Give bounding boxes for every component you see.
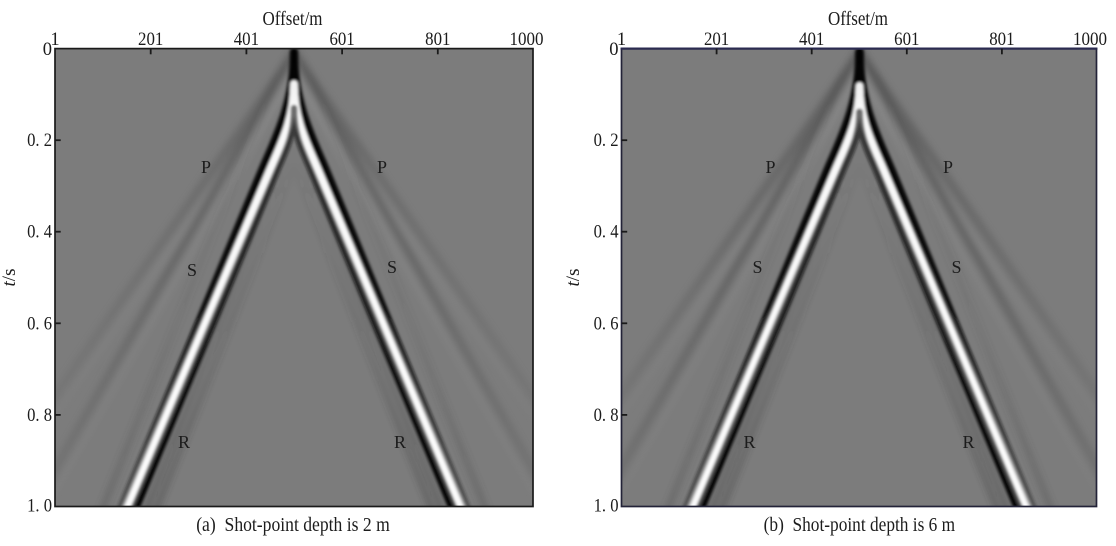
svg-text:t/s: t/s xyxy=(0,269,20,287)
svg-text:201: 201 xyxy=(138,30,163,50)
svg-text:0. 6: 0. 6 xyxy=(27,314,52,334)
svg-text:401: 401 xyxy=(799,30,824,50)
svg-text:R: R xyxy=(394,432,406,452)
svg-text:P: P xyxy=(765,157,775,177)
svg-text:R: R xyxy=(743,432,755,452)
svg-text:201: 201 xyxy=(704,30,729,50)
svg-text:1: 1 xyxy=(50,30,59,50)
svg-text:0. 2: 0. 2 xyxy=(594,131,619,151)
svg-text:Offset/m: Offset/m xyxy=(263,8,323,30)
svg-text:801: 801 xyxy=(425,30,450,50)
svg-text:801: 801 xyxy=(989,30,1014,50)
svg-text:601: 601 xyxy=(329,30,354,50)
svg-text:P: P xyxy=(201,157,211,177)
svg-text:401: 401 xyxy=(234,30,259,50)
svg-text:R: R xyxy=(178,432,190,452)
svg-text:S: S xyxy=(187,260,197,280)
svg-text:R: R xyxy=(962,432,974,452)
svg-text:P: P xyxy=(943,157,953,177)
svg-text:P: P xyxy=(377,157,387,177)
svg-text:1. 0: 1. 0 xyxy=(594,497,619,517)
svg-text:t/s: t/s xyxy=(563,269,584,287)
svg-text:0: 0 xyxy=(43,40,52,60)
svg-text:(b) Shot-point depth is 6 m: (b) Shot-point depth is 6 m xyxy=(764,515,956,536)
svg-text:0. 4: 0. 4 xyxy=(594,223,619,243)
svg-text:0. 8: 0. 8 xyxy=(27,406,52,426)
svg-text:0. 2: 0. 2 xyxy=(27,131,52,151)
svg-text:(a) Shot-point depth is 2 m: (a) Shot-point depth is 2 m xyxy=(196,515,390,536)
svg-text:S: S xyxy=(951,257,961,277)
svg-text:Offset/m: Offset/m xyxy=(828,8,888,30)
svg-text:1000: 1000 xyxy=(510,30,544,50)
svg-text:0. 8: 0. 8 xyxy=(594,406,619,426)
svg-text:S: S xyxy=(752,257,762,277)
svg-text:0: 0 xyxy=(609,40,618,60)
svg-text:0. 6: 0. 6 xyxy=(594,314,619,334)
svg-text:1000: 1000 xyxy=(1073,30,1107,50)
svg-text:601: 601 xyxy=(894,30,919,50)
svg-text:1. 0: 1. 0 xyxy=(27,497,52,517)
svg-text:S: S xyxy=(387,257,397,277)
svg-text:1: 1 xyxy=(617,30,626,50)
svg-text:0. 4: 0. 4 xyxy=(27,223,52,243)
